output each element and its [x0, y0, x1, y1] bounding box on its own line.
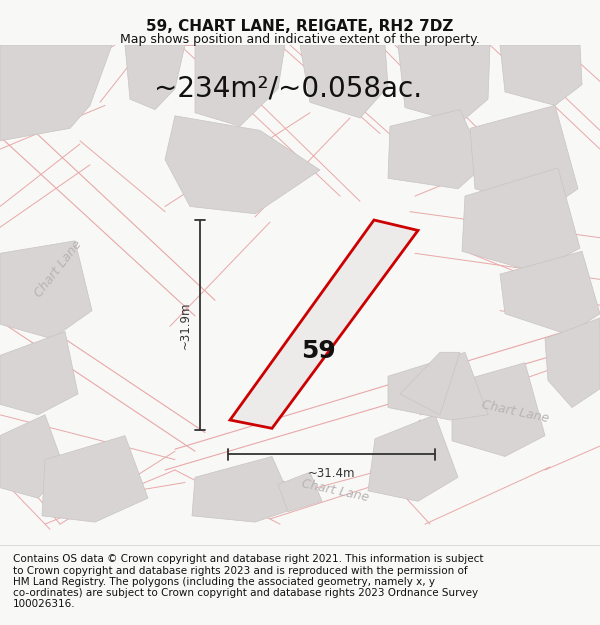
Polygon shape [278, 472, 322, 512]
Polygon shape [42, 436, 148, 522]
Text: ~234m²/~0.058ac.: ~234m²/~0.058ac. [154, 75, 422, 102]
Text: Chart Lane: Chart Lane [480, 398, 550, 425]
Polygon shape [470, 106, 578, 209]
Polygon shape [398, 45, 490, 123]
Text: 59, CHART LANE, REIGATE, RH2 7DZ: 59, CHART LANE, REIGATE, RH2 7DZ [146, 19, 454, 34]
Text: Chart Lane: Chart Lane [300, 478, 370, 504]
Polygon shape [0, 415, 65, 498]
Text: ~31.4m: ~31.4m [308, 467, 355, 480]
Text: HM Land Registry. The polygons (including the associated geometry, namely x, y: HM Land Registry. The polygons (includin… [13, 577, 435, 587]
Polygon shape [0, 45, 112, 141]
Text: to Crown copyright and database rights 2023 and is reproduced with the permissio: to Crown copyright and database rights 2… [13, 566, 468, 576]
Polygon shape [500, 45, 582, 106]
Polygon shape [462, 168, 580, 272]
Text: Chart Lane: Chart Lane [32, 238, 84, 300]
Text: ~31.9m: ~31.9m [179, 301, 192, 349]
Polygon shape [230, 220, 418, 428]
Polygon shape [545, 318, 600, 408]
Text: Map shows position and indicative extent of the property.: Map shows position and indicative extent… [120, 34, 480, 46]
Polygon shape [192, 456, 295, 522]
Polygon shape [388, 109, 485, 189]
Polygon shape [195, 45, 285, 126]
Text: 100026316.: 100026316. [13, 599, 76, 609]
Text: 59: 59 [301, 339, 336, 362]
Polygon shape [400, 352, 460, 415]
Polygon shape [368, 415, 458, 501]
Polygon shape [388, 352, 488, 420]
Polygon shape [500, 251, 600, 334]
Polygon shape [0, 331, 78, 415]
Polygon shape [452, 362, 545, 456]
Polygon shape [125, 45, 185, 109]
Polygon shape [300, 45, 388, 118]
Polygon shape [165, 116, 320, 214]
Polygon shape [0, 241, 92, 339]
Text: Contains OS data © Crown copyright and database right 2021. This information is : Contains OS data © Crown copyright and d… [13, 554, 484, 564]
Text: co-ordinates) are subject to Crown copyright and database rights 2023 Ordnance S: co-ordinates) are subject to Crown copyr… [13, 588, 478, 598]
